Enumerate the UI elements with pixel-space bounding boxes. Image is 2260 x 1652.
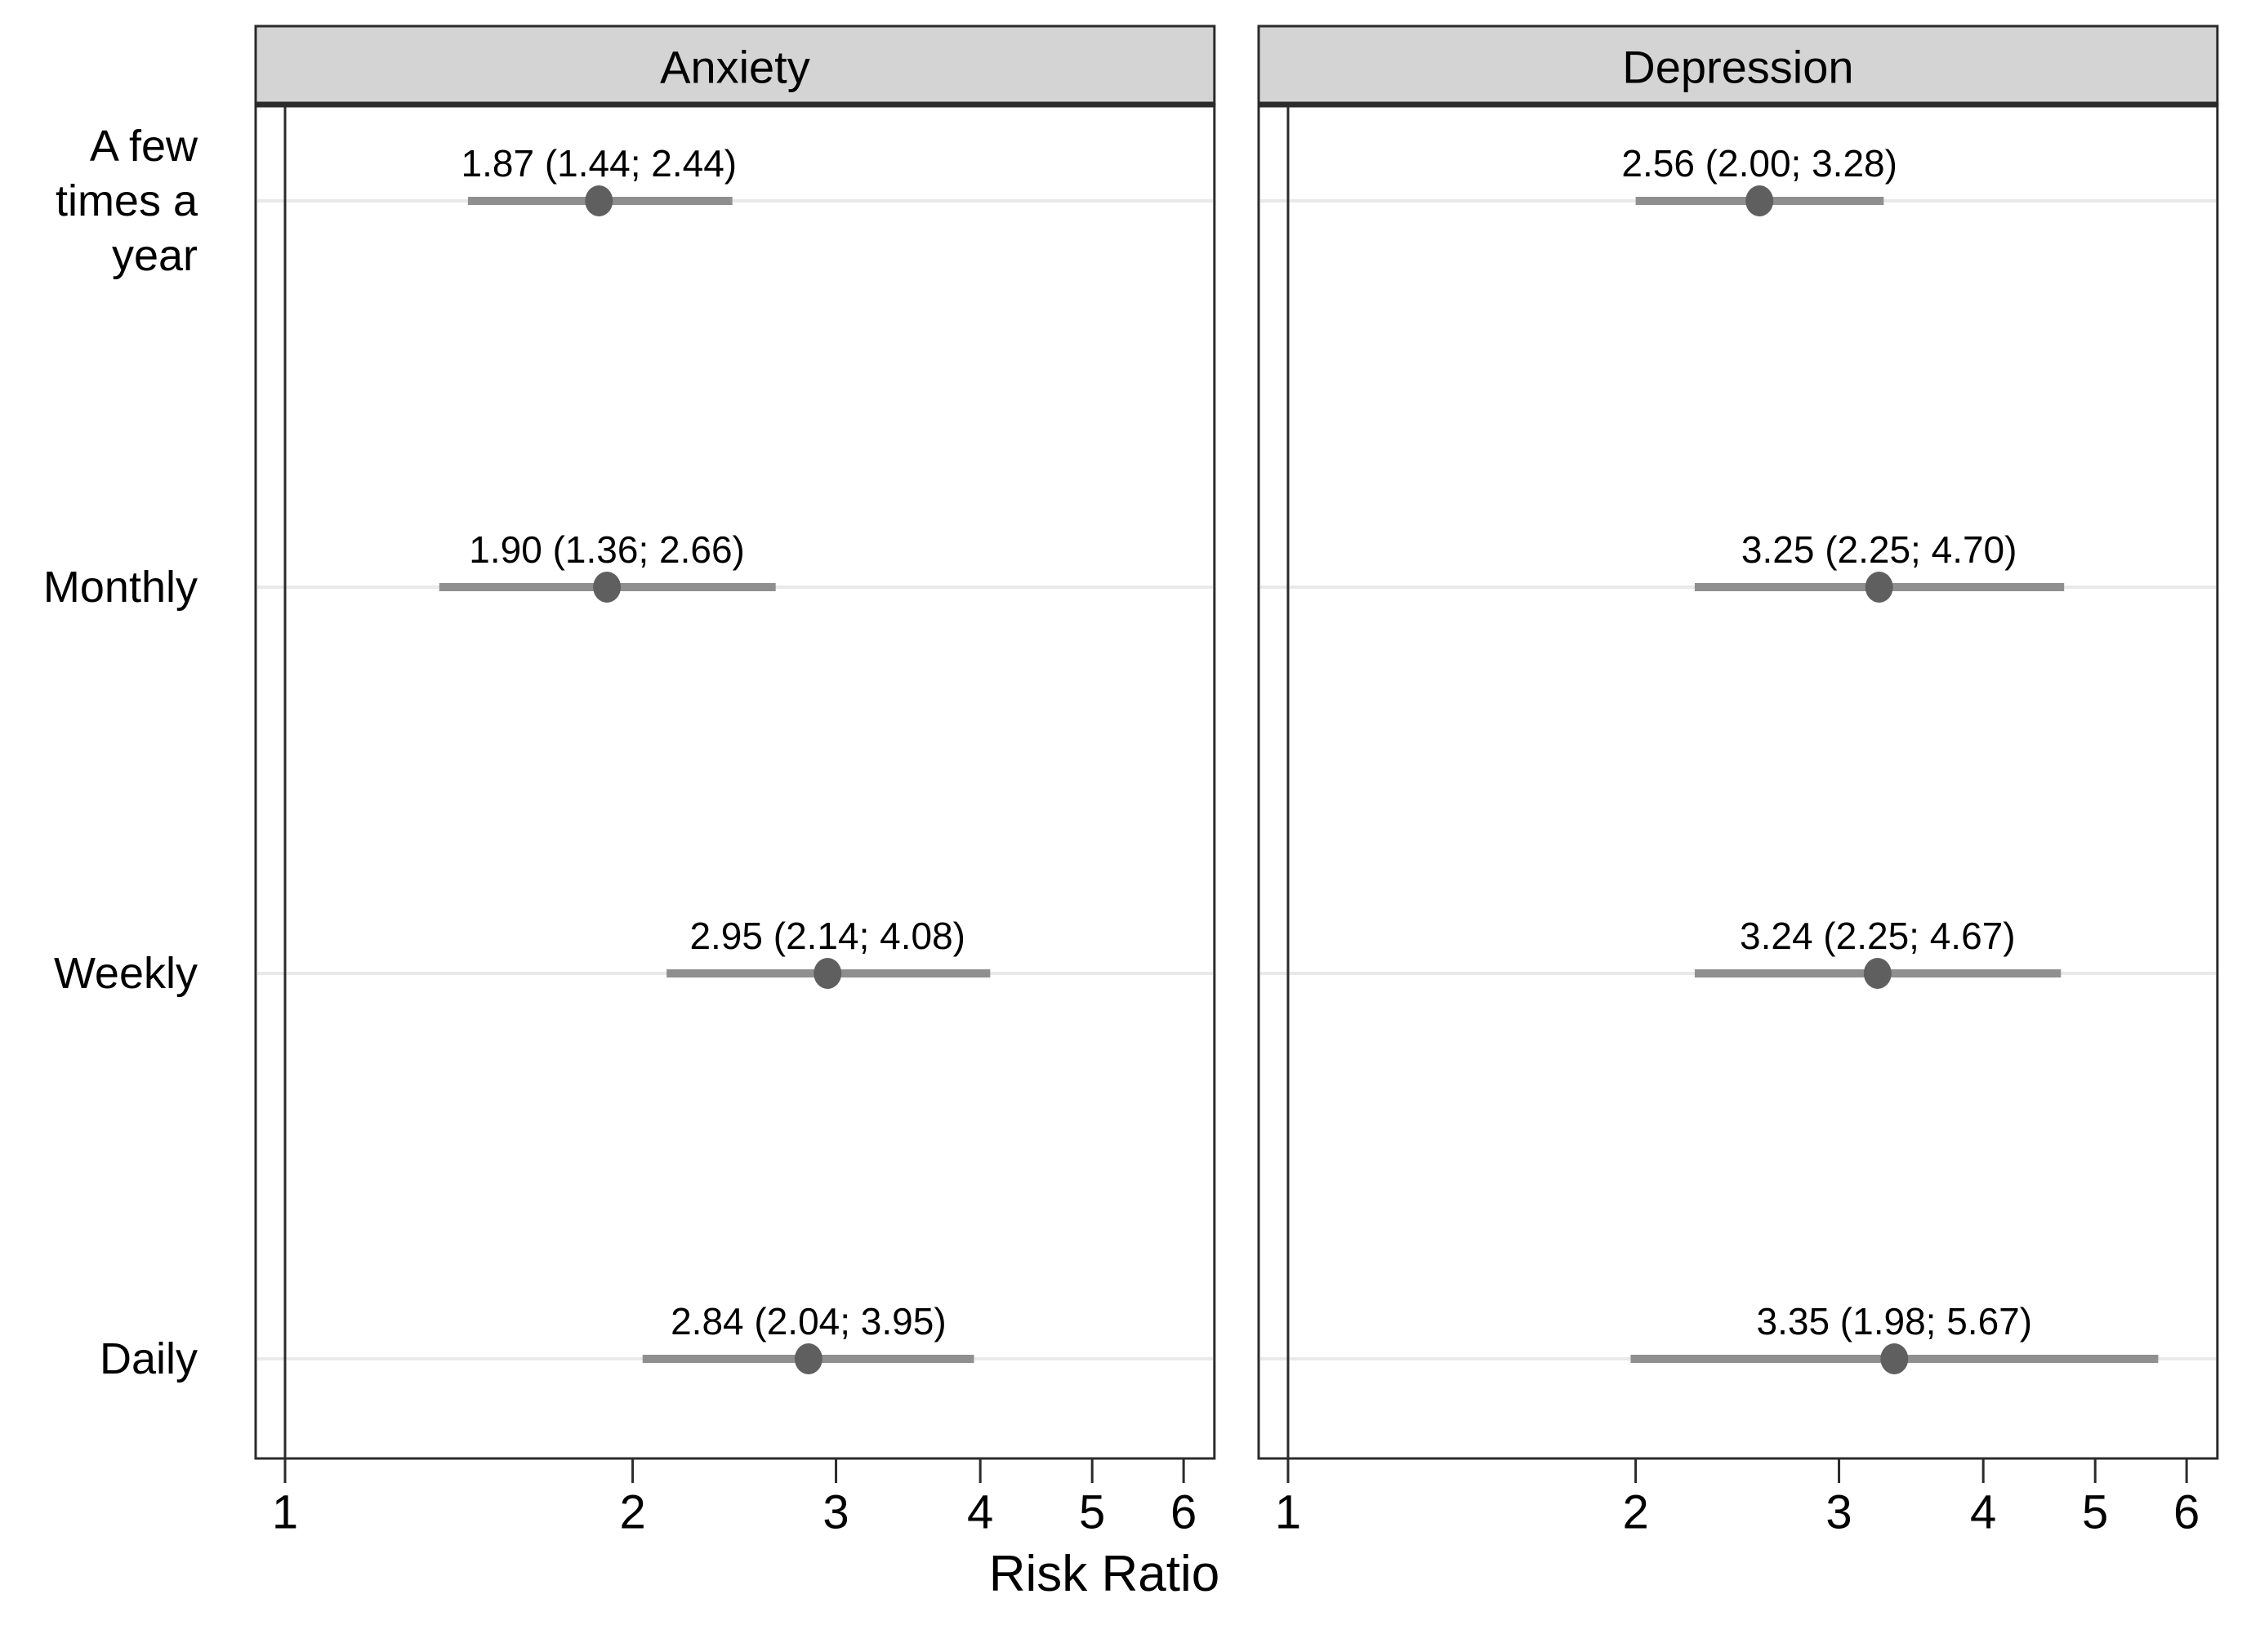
panel-header-band: [254, 24, 1216, 106]
x-axis-tick-label: 4: [967, 1486, 993, 1539]
point-marker: [1865, 572, 1893, 603]
point-marker: [585, 185, 613, 216]
x-axis-tick-label: 5: [1079, 1486, 1105, 1539]
x-axis-tick-label: 1: [272, 1486, 298, 1539]
x-axis-title: Risk Ratio: [989, 1546, 1220, 1602]
point-marker: [593, 572, 622, 603]
estimate-label: 1.87 (1.44; 2.44): [461, 142, 738, 185]
plot-frame: [254, 103, 1216, 1460]
x-axis-tick-label: 2: [1622, 1486, 1648, 1539]
estimate-label: 2.95 (2.14; 4.08): [689, 915, 965, 957]
point-marker: [794, 1343, 822, 1374]
x-axis-tick-label: 4: [1970, 1486, 1996, 1539]
point-marker: [1863, 958, 1892, 989]
point-marker: [1880, 1343, 1909, 1374]
x-axis-tick-label: 6: [1170, 1486, 1197, 1539]
panel-title: Anxiety: [660, 42, 810, 93]
x-axis-tick-label: 3: [1825, 1486, 1852, 1539]
category-label: Weekly: [54, 949, 198, 998]
x-axis-tick-label: 5: [2082, 1486, 2108, 1539]
panel-title: Depression: [1622, 42, 1853, 93]
category-label: Daily: [100, 1334, 198, 1383]
category-label: A few: [90, 122, 198, 171]
estimate-label: 2.84 (2.04; 3.95): [671, 1300, 947, 1343]
estimate-label: 3.35 (1.98; 5.67): [1757, 1300, 2033, 1343]
estimate-label: 3.24 (2.25; 4.67): [1740, 915, 2016, 957]
x-axis-tick-label: 2: [619, 1486, 645, 1539]
y-axis-labels: A few times a year Monthly Weekly Daily: [43, 122, 198, 1383]
plot-frame: [1257, 103, 2219, 1460]
estimate-label: 3.25 (2.25; 4.70): [1741, 528, 2017, 571]
x-axis-tick-label: 1: [1275, 1486, 1301, 1539]
category-label: year: [112, 231, 198, 280]
point-marker: [1745, 185, 1774, 216]
x-axis-tick-label: 6: [2173, 1486, 2200, 1539]
panel-anxiety: Anxiety 1 2 3 4 5 6 1.87 (1.44; 2.44) 1.90 (1.36…: [254, 24, 1216, 1539]
category-label: times a: [56, 176, 198, 225]
panel-header-band: [1257, 24, 2219, 106]
point-marker: [814, 958, 842, 989]
estimate-label: 2.56 (2.00; 3.28): [1621, 142, 1897, 185]
estimate-label: 1.90 (1.36; 2.66): [469, 528, 745, 571]
category-label: Monthly: [43, 563, 198, 612]
x-axis-tick-label: 3: [822, 1486, 849, 1539]
panel-depression: Depression 1 2 3 4 5 6 2.56 (2.00; 3.28) 3.25 (2…: [1257, 24, 2219, 1539]
